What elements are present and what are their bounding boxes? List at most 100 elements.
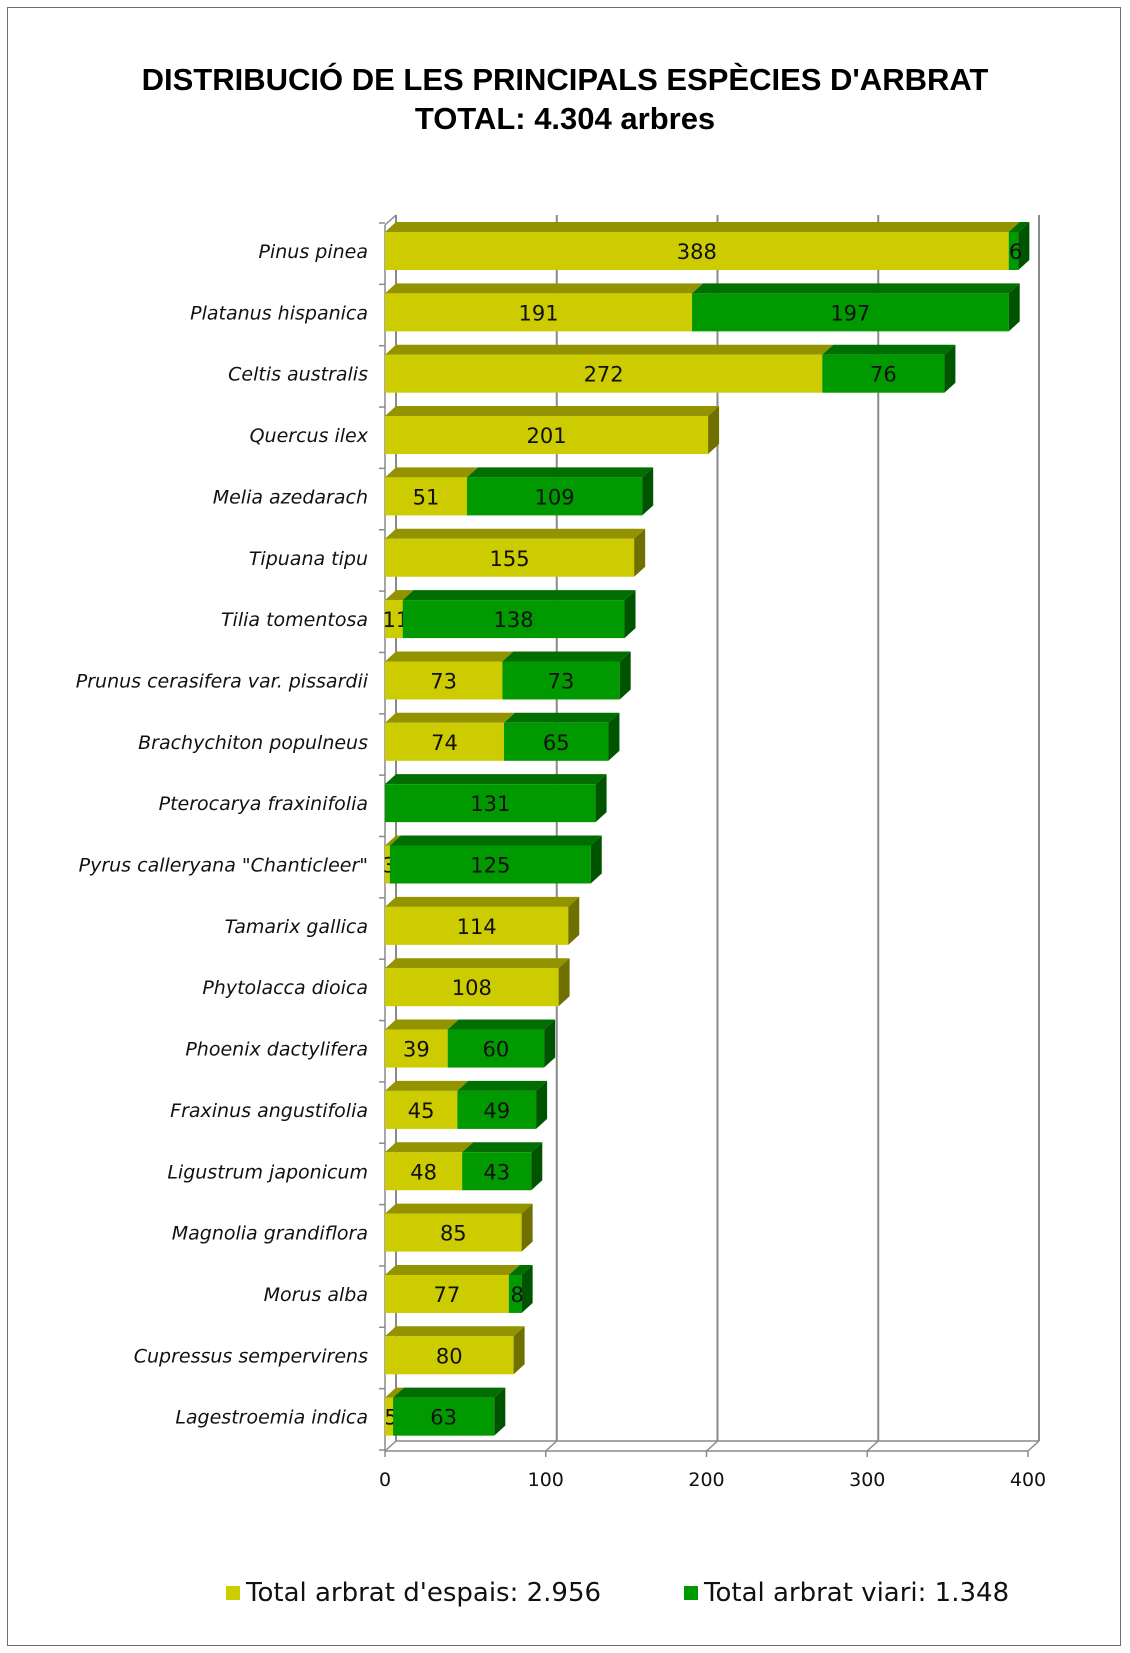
bar-espais (385, 1274, 509, 1313)
floor-diagonal (545, 1440, 558, 1452)
data-label: 6 (1009, 240, 1022, 264)
x-tick-label: 0 (379, 1469, 391, 1491)
bar-segment-side (531, 1142, 543, 1191)
bar-segment-top (462, 1142, 543, 1153)
bar-segment-top (385, 1142, 474, 1153)
bar-espais (385, 600, 403, 639)
bar-segment-top (385, 774, 607, 785)
bar-espais (385, 1397, 394, 1436)
data-label: 125 (470, 854, 510, 878)
bar-espais (385, 416, 709, 455)
bar-viari (1008, 232, 1019, 270)
bar-segment-side (544, 1019, 556, 1068)
bar-segment-top (385, 283, 704, 294)
data-label: 131 (470, 792, 510, 816)
category-label: Prunus cerasifera var. pissardii (76, 670, 369, 692)
bar-segment-side (634, 528, 646, 577)
chart-subtitle: TOTAL: 4.304 arbres (414, 101, 716, 136)
category-label: Pterocarya fraxinifolia (159, 793, 368, 815)
data-label: 201 (527, 424, 567, 448)
category-label: Pyrus calleryana "Chanticleer" (79, 855, 368, 877)
data-label: 80 (436, 1344, 463, 1368)
bar-espais (385, 722, 504, 761)
category-label: Magnolia grandiflora (172, 1223, 368, 1245)
bar-segment-top (385, 1203, 533, 1214)
bar-segment-side (494, 1387, 506, 1436)
bar-espais (385, 1336, 514, 1375)
bar-espais (385, 1213, 522, 1252)
bar-viari (822, 354, 945, 393)
bar-espais (385, 293, 693, 332)
category-label: Melia azedarach (213, 486, 368, 508)
bar-segment-side (521, 1264, 533, 1313)
bar-viari (393, 1397, 495, 1436)
bar-segment-top (385, 1264, 520, 1275)
data-label: 109 (535, 485, 575, 509)
bar-viari (457, 1090, 537, 1129)
bar-espais (385, 1029, 448, 1068)
data-label: 49 (483, 1099, 510, 1123)
bar-segment-top (393, 1387, 506, 1398)
bar-segment-top (502, 651, 631, 662)
left-wall-top-edge (384, 214, 397, 226)
bar-viari (466, 477, 643, 516)
data-label: 60 (483, 1038, 510, 1062)
x-tick-label: 400 (1010, 1469, 1046, 1491)
bar-segment-top (692, 283, 1020, 294)
category-label: Tilia tomentosa (221, 609, 368, 631)
bar-segment-side (624, 590, 636, 639)
bar-viari (402, 600, 625, 639)
bar-segment-side (595, 774, 607, 823)
bar-segment-top (385, 1326, 525, 1337)
bar-segment-top (389, 835, 602, 846)
data-label: 138 (494, 608, 534, 632)
category-label: Phoenix dactylifera (185, 1039, 368, 1061)
data-label: 43 (483, 1160, 510, 1184)
data-label: 73 (430, 669, 457, 693)
bar-espais (385, 845, 390, 884)
category-label: Platanus hispanica (190, 302, 368, 324)
floor-diagonal (705, 1440, 719, 1452)
chart-frame (7, 7, 1121, 1646)
bar-segment-side (558, 958, 570, 1007)
bar-segment-top (385, 222, 1020, 232)
data-label: 51 (413, 485, 440, 509)
legend-label-viari: Total arbrat viari: 1.348 (704, 1578, 1010, 1608)
bar-segment-side (1008, 283, 1020, 332)
bar-segment-top (385, 467, 478, 478)
data-label: 74 (431, 731, 458, 755)
bar-segment-top (822, 344, 956, 355)
bar-viari (447, 1029, 545, 1068)
bar-segment-top (385, 835, 401, 846)
legend-item-viari: Total arbrat viari: 1.348 (684, 1578, 1009, 1608)
category-label: Morus alba (264, 1284, 368, 1306)
data-label: 65 (543, 731, 570, 755)
bar-segment-top (457, 1080, 548, 1091)
bar-segment-side (642, 467, 654, 516)
legend-swatch-espais (226, 1586, 240, 1600)
bar-espais (385, 1090, 458, 1129)
legend-label-espais: Total arbrat d'espais: 2.956 (246, 1578, 602, 1608)
bar-espais (385, 232, 1009, 270)
bar-segment-side (590, 835, 602, 884)
data-label: 77 (434, 1283, 461, 1307)
x-tick-label: 200 (688, 1469, 724, 1491)
category-label: Tipuana tipu (249, 548, 368, 570)
bar-espais (385, 354, 823, 393)
data-label: 63 (430, 1406, 457, 1430)
bar-viari (389, 845, 591, 884)
bar-viari (692, 293, 1009, 332)
bar-segment-top (385, 651, 514, 662)
bar-segment-top (402, 590, 636, 601)
bar-espais (385, 906, 569, 945)
category-label: Celtis australis (228, 364, 368, 386)
x-tick-label: 100 (528, 1469, 564, 1491)
bar-segment-side (708, 406, 720, 455)
data-label: 8 (511, 1283, 524, 1307)
data-label: 155 (490, 547, 530, 571)
category-label: Brachychiton populneus (138, 732, 368, 754)
category-label: Phytolacca dioica (202, 977, 368, 999)
floor-diagonal (384, 1440, 397, 1452)
data-label: 73 (548, 669, 575, 693)
bar-segment-side (536, 1080, 548, 1129)
